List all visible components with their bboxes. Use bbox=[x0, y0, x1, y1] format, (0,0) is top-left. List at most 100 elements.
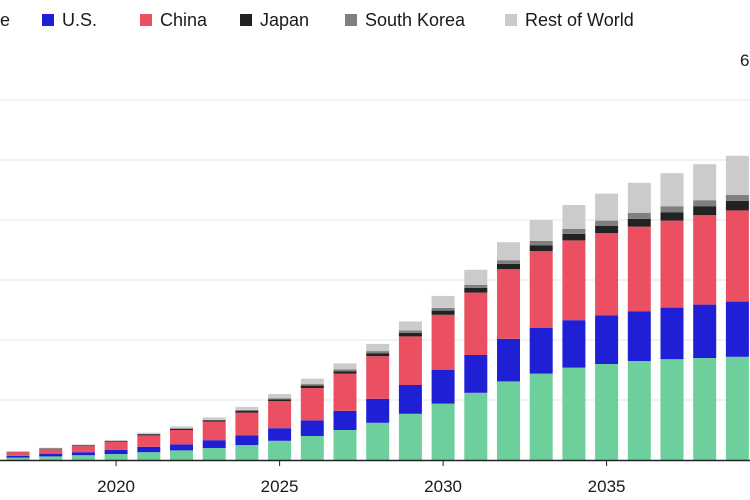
bar-segment-china bbox=[660, 220, 684, 308]
bar-segment-south-korea bbox=[431, 307, 455, 311]
bar-segment-south-korea bbox=[268, 398, 292, 400]
bar-segment-japan bbox=[725, 200, 749, 211]
bar-segment-japan bbox=[464, 287, 488, 293]
bar-segment-china bbox=[562, 240, 586, 321]
bar-segment-u-s- bbox=[693, 304, 717, 358]
bar-segment-europe bbox=[39, 456, 63, 460]
bar-segment-rest-of-world bbox=[595, 193, 619, 221]
bar-segment-china bbox=[464, 292, 488, 355]
bar-segment-rest-of-world bbox=[725, 155, 749, 195]
bar-segment-china bbox=[497, 269, 520, 339]
bar-segment-japan bbox=[71, 445, 95, 447]
bar-segment-south-korea bbox=[300, 384, 324, 386]
bar-segment-europe bbox=[333, 430, 357, 460]
x-tick-label: 2030 bbox=[424, 477, 462, 496]
bar-segment-rest-of-world bbox=[497, 242, 520, 261]
bar-segment-europe bbox=[300, 436, 324, 460]
bar-segment-europe bbox=[104, 454, 128, 460]
bar-segment-rest-of-world bbox=[300, 378, 324, 385]
bar-segment-south-korea bbox=[366, 351, 390, 354]
bar-segment-u-s- bbox=[71, 452, 95, 456]
bar-segment-china bbox=[235, 412, 259, 436]
bar-segment-europe bbox=[595, 364, 619, 460]
bar-segment-japan bbox=[431, 310, 455, 315]
bar-segment-china bbox=[595, 233, 619, 316]
bar-segment-china bbox=[725, 210, 749, 302]
bar-segment-europe bbox=[268, 440, 292, 460]
bar-segment-u-s- bbox=[366, 398, 390, 423]
bar-segment-japan bbox=[627, 218, 651, 227]
legend-swatch bbox=[345, 14, 357, 26]
bar-segment-u-s- bbox=[529, 328, 553, 374]
bar-segment-u-s- bbox=[497, 338, 520, 382]
bar-segment-china bbox=[398, 336, 422, 385]
bar-segment-u-s- bbox=[562, 320, 586, 368]
bar-segment-china bbox=[529, 251, 553, 328]
bar-segment-rest-of-world bbox=[268, 394, 292, 399]
bar-segment-europe bbox=[497, 381, 520, 460]
bar-segment-rest-of-world bbox=[431, 295, 455, 308]
bar-segment-rest-of-world bbox=[235, 406, 259, 410]
legend-swatch bbox=[42, 14, 54, 26]
bar-segment-south-korea bbox=[137, 433, 161, 435]
bar-segment-china bbox=[300, 388, 324, 421]
bar-segment-europe bbox=[398, 413, 422, 460]
bar-segment-rest-of-world bbox=[137, 432, 161, 434]
bar-segment-south-korea bbox=[202, 419, 226, 421]
bar-segment-japan bbox=[39, 448, 63, 450]
bar-segment-japan bbox=[693, 206, 717, 216]
bar-segment-rest-of-world bbox=[693, 164, 717, 201]
x-axis-ticks: 2020 2025 2030 2035 bbox=[97, 460, 626, 496]
bar-segment-rest-of-world bbox=[464, 269, 488, 285]
bar-segment-south-korea bbox=[398, 330, 422, 333]
legend-label: South Korea bbox=[365, 10, 466, 30]
x-tick-label: 2035 bbox=[588, 477, 626, 496]
bar-segment-europe bbox=[627, 361, 651, 460]
bar-segment-europe bbox=[202, 448, 226, 460]
bar-segment-south-korea bbox=[725, 194, 749, 201]
legend-swatch bbox=[140, 14, 152, 26]
bar-segment-japan bbox=[562, 233, 586, 241]
bar-segment-japan bbox=[497, 263, 520, 270]
bar-segment-europe bbox=[464, 392, 488, 460]
bar-segment-south-korea bbox=[104, 440, 128, 442]
bar-segment-japan bbox=[235, 410, 259, 413]
bar-segment-u-s- bbox=[235, 435, 259, 445]
bar-segment-u-s- bbox=[137, 446, 161, 453]
bar-segment-europe bbox=[366, 422, 390, 460]
legend-label: Rest of World bbox=[525, 10, 634, 30]
bar-segment-u-s- bbox=[464, 355, 488, 393]
bar-segment-china bbox=[333, 373, 357, 411]
bar-segment-rest-of-world bbox=[71, 444, 95, 445]
bar-segment-china bbox=[104, 442, 128, 450]
bar-segment-u-s- bbox=[268, 428, 292, 441]
bar-segment-europe bbox=[137, 452, 161, 460]
bar-segment-u-s- bbox=[398, 385, 422, 414]
bar-segment-south-korea bbox=[562, 229, 586, 234]
bar-segment-japan bbox=[595, 226, 619, 234]
legend-label: Japan bbox=[260, 10, 309, 30]
bar-segment-china bbox=[6, 452, 30, 456]
bar-segment-china bbox=[71, 446, 95, 453]
bar-segment-japan bbox=[137, 434, 161, 436]
bar-segment-u-s- bbox=[170, 444, 193, 451]
bar-segment-u-s- bbox=[660, 307, 684, 360]
bar-segment-china bbox=[137, 435, 161, 447]
bar-segment-china bbox=[170, 430, 193, 445]
bar-segment-u-s- bbox=[333, 410, 357, 430]
bar-segment-china bbox=[268, 401, 292, 429]
bar-segment-rest-of-world bbox=[529, 220, 553, 241]
bar-segment-u-s- bbox=[431, 370, 455, 404]
bar-segment-japan bbox=[170, 428, 193, 430]
gridlines bbox=[0, 99, 750, 401]
bar-segment-japan bbox=[398, 332, 422, 337]
bar-segment-china bbox=[202, 421, 226, 441]
bar-segment-south-korea bbox=[170, 428, 193, 429]
bar-segment-u-s- bbox=[6, 455, 30, 458]
bar-segment-europe bbox=[6, 457, 30, 460]
bar-segment-china bbox=[39, 449, 63, 454]
legend-label: U.S. bbox=[62, 10, 97, 30]
bar-segment-japan bbox=[529, 245, 553, 252]
bar-segment-south-korea bbox=[529, 241, 553, 246]
bar-segment-rest-of-world bbox=[398, 321, 422, 331]
